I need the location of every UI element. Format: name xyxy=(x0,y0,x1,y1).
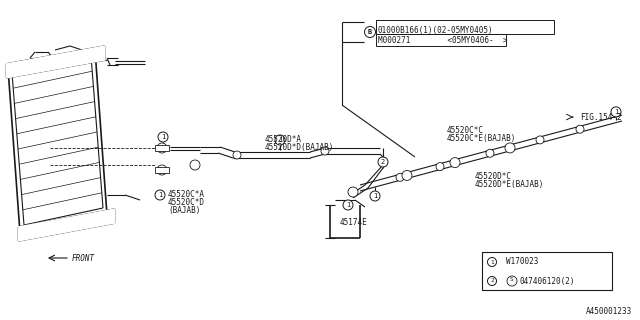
Bar xyxy=(376,20,554,34)
Circle shape xyxy=(155,190,165,200)
Circle shape xyxy=(488,258,497,267)
Text: 1: 1 xyxy=(158,192,162,198)
Text: FRONT: FRONT xyxy=(72,254,95,263)
Circle shape xyxy=(576,125,584,133)
Circle shape xyxy=(157,143,167,153)
Text: M000271        <05MY0406-  >: M000271 <05MY0406- > xyxy=(378,36,508,45)
Circle shape xyxy=(378,157,388,167)
Text: S: S xyxy=(510,277,514,282)
Text: 1: 1 xyxy=(346,202,350,208)
Text: 2: 2 xyxy=(381,159,385,165)
Circle shape xyxy=(507,276,517,286)
Circle shape xyxy=(402,171,412,180)
Text: 1: 1 xyxy=(490,260,494,265)
Circle shape xyxy=(436,163,444,171)
Circle shape xyxy=(348,187,358,197)
Circle shape xyxy=(365,27,376,37)
Circle shape xyxy=(321,147,329,155)
Circle shape xyxy=(233,151,241,159)
Polygon shape xyxy=(6,46,105,78)
Bar xyxy=(155,167,169,173)
Text: 45520D*A: 45520D*A xyxy=(265,135,302,144)
Text: A450001233: A450001233 xyxy=(586,307,632,316)
Circle shape xyxy=(505,143,515,153)
Circle shape xyxy=(396,173,404,181)
Bar xyxy=(155,145,169,151)
Text: 45520C*E(BAJAB): 45520C*E(BAJAB) xyxy=(447,134,516,143)
Text: 45520D*E(BAJAB): 45520D*E(BAJAB) xyxy=(475,180,545,189)
Bar xyxy=(482,252,612,290)
Circle shape xyxy=(450,158,460,168)
Text: 1: 1 xyxy=(373,193,377,199)
Text: 2: 2 xyxy=(490,278,494,284)
Circle shape xyxy=(275,135,285,145)
Circle shape xyxy=(343,200,353,210)
Circle shape xyxy=(488,276,497,285)
Circle shape xyxy=(190,160,200,170)
Text: 1: 1 xyxy=(614,109,618,115)
Text: 45520C*D: 45520C*D xyxy=(168,198,205,207)
Bar xyxy=(376,34,506,46)
Circle shape xyxy=(157,165,167,175)
Polygon shape xyxy=(18,209,115,241)
Text: 047406120(2): 047406120(2) xyxy=(519,277,575,286)
Text: 45520D*D(BAJAB): 45520D*D(BAJAB) xyxy=(265,143,334,152)
Circle shape xyxy=(370,191,380,201)
Text: 45174E: 45174E xyxy=(340,218,368,227)
Circle shape xyxy=(486,149,494,157)
Text: 01000B166(1)(02-05MY0405): 01000B166(1)(02-05MY0405) xyxy=(378,26,493,35)
Text: FIG.154-2: FIG.154-2 xyxy=(580,113,621,122)
Text: 45520C*A: 45520C*A xyxy=(168,190,205,199)
Text: 1: 1 xyxy=(161,134,165,140)
Text: B: B xyxy=(368,29,372,35)
Text: W170023: W170023 xyxy=(506,257,538,266)
Circle shape xyxy=(536,136,544,144)
Text: 1: 1 xyxy=(278,137,282,143)
Circle shape xyxy=(611,107,621,117)
Text: 45520D*C: 45520D*C xyxy=(475,172,512,181)
Text: (BAJAB): (BAJAB) xyxy=(168,206,200,215)
Circle shape xyxy=(158,132,168,142)
Text: 45520C*C: 45520C*C xyxy=(447,126,484,135)
